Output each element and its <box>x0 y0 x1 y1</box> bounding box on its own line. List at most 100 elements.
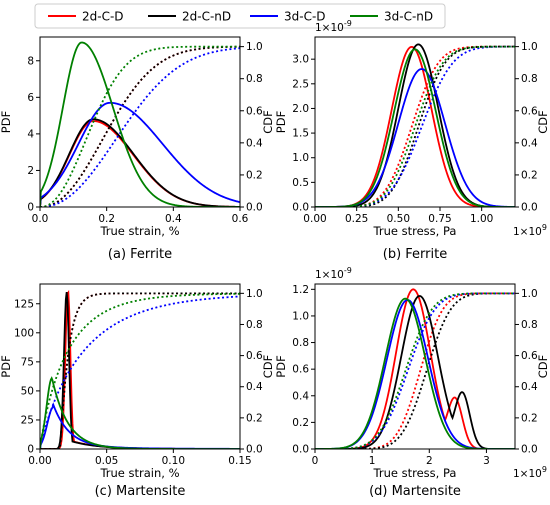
legend-label: 3d-C-nD <box>384 10 433 24</box>
y2-tick-label: 1.0 <box>521 41 538 53</box>
plot-area <box>40 289 240 449</box>
pdf-line <box>315 45 515 207</box>
legend: 2d-C-D 2d-C-nD 3d-C-D 3d-C-nD <box>34 3 446 29</box>
cdf-line <box>40 45 240 207</box>
cdf-line <box>315 45 515 207</box>
panel-caption: (c) Martensite <box>95 484 186 499</box>
y2-tick-label: 1.0 <box>246 288 263 300</box>
y2-tick-label: 0.0 <box>246 444 263 456</box>
cdf-line <box>40 47 240 207</box>
panels: 0.0 0.2 0.4 0.6 0 2 4 6 8 0.0 0.2 0.4 0.6 0.8 1.0 True … <box>0 19 550 499</box>
y-axis-label: PDF <box>0 111 13 133</box>
y-axis: 0 25 50 75 100 125 <box>14 298 40 456</box>
cdf-line <box>315 292 515 449</box>
x-tick-label: 3 <box>483 455 490 467</box>
y2-tick-label: 0.8 <box>246 73 263 85</box>
pdf-line <box>315 299 515 449</box>
y2-axis-label: CDF <box>536 110 550 134</box>
y2-tick-label: 0.8 <box>521 73 538 85</box>
y2-tick-label: 0.2 <box>521 169 538 181</box>
x-tick-label: 0.50 <box>387 213 410 225</box>
axes-frame <box>314 36 516 208</box>
axes-frame <box>39 283 241 450</box>
y-tick-label: 0 <box>27 202 34 214</box>
x-tick-label: 1.00 <box>470 213 493 225</box>
pdf-line <box>315 48 515 207</box>
y-tick-label: 1.0 <box>292 310 309 322</box>
y2-tick-label: 0.6 <box>521 105 538 117</box>
y-axis-label: PDF <box>274 111 288 133</box>
y2-tick-label: 1.0 <box>521 288 538 300</box>
pdf-line <box>315 43 515 207</box>
x-tick-label: 0.15 <box>228 455 251 467</box>
x-tick-label: 0.00 <box>28 455 51 467</box>
y2-tick-label: 0.4 <box>521 137 538 149</box>
plot-area <box>315 288 515 449</box>
y-tick-label: 2.0 <box>292 103 309 115</box>
y-tick-label: 100 <box>14 327 34 339</box>
y-multiplier: 1×10-9 <box>315 19 352 34</box>
y-tick-label: 8 <box>27 55 34 67</box>
panel-a: 0.0 0.2 0.4 0.6 0 2 4 6 8 0.0 0.2 0.4 0.6 0.8 1.0 True … <box>0 36 275 262</box>
panel-caption: (d) Martensite <box>369 484 461 499</box>
y-tick-label: 1.5 <box>292 128 309 140</box>
pdf-line <box>40 41 240 207</box>
legend-label: 2d-C-D <box>82 10 124 24</box>
y-axis-label: PDF <box>274 355 288 377</box>
y2-axis-label: CDF <box>261 110 275 134</box>
y-tick-label: 3.0 <box>292 54 309 66</box>
plot-area <box>315 43 515 207</box>
y-tick-label: 125 <box>14 298 34 310</box>
y2-tick-label: 0.8 <box>246 319 263 331</box>
pdf-line <box>315 295 515 449</box>
y2-axis: 0.0 0.2 0.4 0.6 0.8 1.0 <box>515 41 538 214</box>
x-tick-label: 0.75 <box>428 213 451 225</box>
cdf-line <box>315 45 515 207</box>
y-tick-label: 4 <box>27 128 34 140</box>
x-tick-label: 0.10 <box>162 455 185 467</box>
plot-area <box>40 41 240 207</box>
y-tick-label: 6 <box>27 92 34 104</box>
x-tick-label: 0 <box>312 455 319 467</box>
panel-b: 0.00 0.25 0.50 0.75 1.00 0.0 0.5 1.0 1.5 2.0 2.5 3.… <box>274 19 550 262</box>
cdf-line <box>40 292 240 449</box>
legend-label: 2d-C-nD <box>182 10 231 24</box>
y-axis: 0.0 0.5 1.0 1.5 2.0 2.5 3.0 <box>292 54 315 214</box>
y-multiplier: 1×10-9 <box>315 266 352 281</box>
y-tick-label: 0.8 <box>292 337 309 349</box>
y2-tick-label: 0.0 <box>521 202 538 214</box>
x-tick-label: 0.2 <box>98 213 115 225</box>
series-group <box>40 289 240 449</box>
x-multiplier: 1×109 <box>513 465 547 480</box>
panel-d: 0 1 2 3 0.0 0.2 0.4 0.6 0.8 1.0 1.2 0.0 0.2 0.4 0.6 0.8… <box>274 266 550 499</box>
x-axis: 0.00 0.05 0.10 0.15 <box>28 449 252 467</box>
panel-c: 0.00 0.05 0.10 0.1502550751001250.00.20.40.… <box>0 283 275 499</box>
x-multiplier: 1×109 <box>513 223 547 238</box>
y2-axis-label: CDF <box>261 355 275 379</box>
y2-tick-label: 0.2 <box>246 169 263 181</box>
y-tick-label: 75 <box>21 356 34 368</box>
y-tick-label: 0.4 <box>292 390 309 402</box>
x-axis: 0.00 0.25 0.50 0.75 1.00 <box>303 207 493 225</box>
x-tick-label: 0.05 <box>95 455 118 467</box>
y2-axis-label: CDF <box>536 355 550 379</box>
series-group <box>40 41 240 207</box>
x-tick-label: 0.25 <box>345 213 368 225</box>
y-tick-label: 2 <box>27 165 34 177</box>
x-axis: 0.0 0.2 0.4 0.6 <box>32 207 249 225</box>
axes-frame <box>314 283 516 450</box>
y-tick-label: 1.0 <box>292 152 309 164</box>
y2-axis: 0.0 0.2 0.4 0.6 0.8 1.0 <box>240 288 263 456</box>
y2-tick-label: 0.6 <box>521 350 538 362</box>
panel-caption: (a) Ferrite <box>108 247 172 262</box>
y-tick-label: 0.5 <box>292 177 309 189</box>
panel-caption: (b) Ferrite <box>383 247 447 262</box>
y-axis: 0.0 0.2 0.4 0.6 0.8 1.0 1.2 <box>292 284 315 456</box>
y-tick-label: 0.6 <box>292 364 309 376</box>
y2-tick-label: 0.0 <box>521 444 538 456</box>
series-group <box>315 43 515 207</box>
x-axis: 0 1 2 3 <box>312 449 490 467</box>
legend-frame <box>34 3 446 29</box>
x-axis-label: True strain, % <box>99 224 179 238</box>
